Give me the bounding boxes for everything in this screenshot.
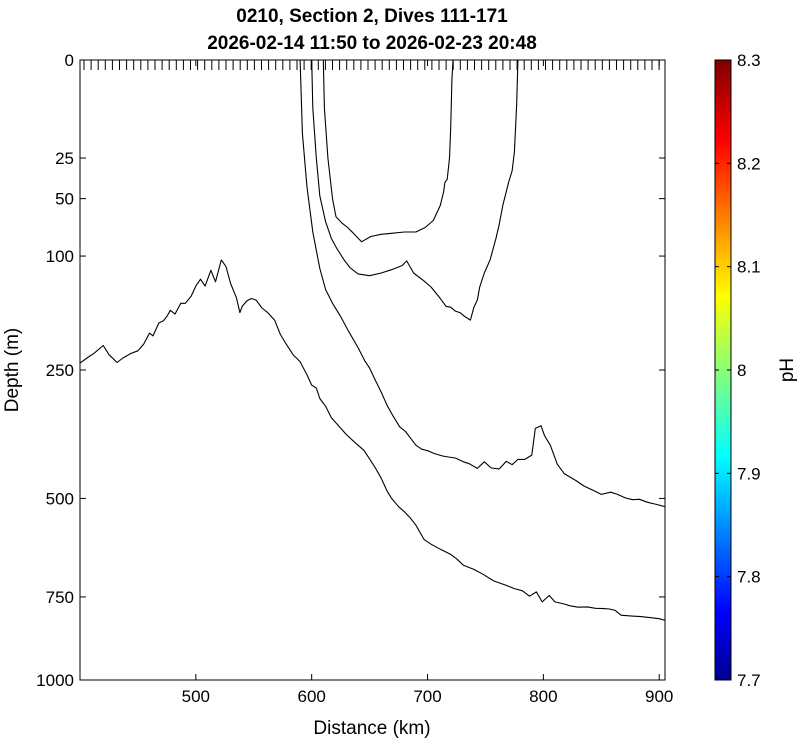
chart-subtitle: 2026-02-14 11:50 to 2026-02-23 20:48 — [207, 33, 537, 54]
contour-line-3 — [311, 60, 519, 321]
x-tick-label: 600 — [297, 687, 325, 706]
y-tick-label: 0 — [65, 51, 74, 70]
colorbar-label: pH — [777, 358, 798, 382]
contour-lines — [80, 60, 665, 621]
y-axis-label: Depth (m) — [2, 328, 23, 412]
colorbar-tick-label: 8.1 — [737, 258, 761, 277]
x-axis-ticks: 500 600 700 800 900 — [182, 60, 673, 706]
x-tick-label: 700 — [413, 687, 441, 706]
plot-area-frame — [79, 59, 666, 681]
y-tick-label: 25 — [55, 149, 74, 168]
colorbar-tick-label: 8 — [737, 361, 746, 380]
colorbar-tick-label: 7.8 — [737, 568, 761, 587]
contour-line-4 — [322, 60, 454, 243]
x-axis-label: Distance (km) — [313, 718, 430, 739]
y-tick-label: 250 — [46, 361, 74, 380]
x-tick-label: 800 — [529, 687, 557, 706]
y-tick-label: 100 — [46, 247, 74, 266]
contour-line-1 — [80, 259, 665, 621]
dive-tick-marks — [83, 60, 660, 70]
y-tick-label: 1000 — [36, 671, 74, 690]
y-axis-ticks: 0 25 50 100 250 500 750 1000 — [36, 51, 665, 690]
y-tick-label: 750 — [46, 588, 74, 607]
colorbar-tick-label: 8.2 — [737, 154, 761, 173]
contour-line-2 — [299, 60, 665, 508]
colorbar-tick-label: 7.9 — [737, 464, 761, 483]
colorbar-tick-label: 7.7 — [737, 671, 761, 690]
colorbar-ticks: 7.7 7.8 7.9 8 8.1 8.2 8.3 — [715, 51, 761, 690]
y-tick-label: 50 — [55, 190, 74, 209]
y-tick-label: 500 — [46, 489, 74, 508]
chart-title: 0210, Section 2, Dives 111-171 — [236, 6, 508, 27]
x-tick-label: 900 — [645, 687, 673, 706]
colorbar-tick-label: 8.3 — [737, 51, 761, 70]
x-tick-label: 500 — [182, 687, 210, 706]
